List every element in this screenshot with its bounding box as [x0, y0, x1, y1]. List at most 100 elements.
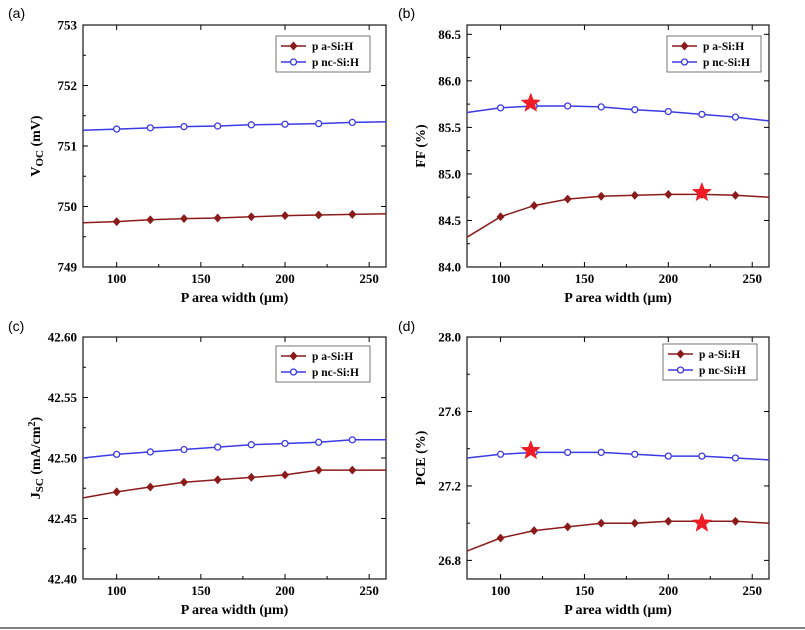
data-point-nc-si-b: [631, 106, 639, 114]
data-point-nc-si-a: [281, 120, 289, 128]
legend-label-a-si-b: p a-Si:H: [703, 41, 744, 53]
y-tick-label-a: 752: [58, 78, 78, 93]
legend-box-a: [275, 35, 371, 73]
panel-b: (b) 84.0 84.5 85.0 85.5 86.0 86.5 100 150 200 250 P…: [398, 5, 770, 306]
panel-c: (c) 42.40 42.45 42.50 42.55 42.60 100 150 200 250…: [8, 318, 387, 618]
legend-marker-a-si-c: [289, 351, 298, 361]
y-tick-label-b: 84.5: [438, 213, 461, 228]
data-point-a-si-d: [530, 526, 539, 536]
data-point-a-si-a: [179, 214, 189, 224]
panel-a: (a) 749 750 751 752 753 100 150 200 250 P area wid…: [8, 5, 387, 306]
data-point-a-si-c: [314, 465, 323, 475]
data-point-nc-si-c: [281, 439, 289, 448]
y-axis-label-c: JSC (mA/cm2): [27, 416, 46, 499]
y-axis-label-b: FF (%): [414, 124, 429, 168]
y-tick-label-d: 27.6: [438, 404, 461, 419]
panel-d: (d) 26.8 27.2 27.6 28.0 100 150 200 250 P area wi…: [398, 318, 770, 618]
series-line-a-si-a: [82, 213, 387, 224]
data-point-nc-si-a: [348, 118, 356, 127]
data-point-a-si-d: [664, 516, 673, 526]
x-tick-label-c: 150: [191, 583, 211, 598]
legend-marker-nc-si-d: [676, 366, 685, 374]
legend-marker-nc-si-b: [680, 58, 689, 66]
legend-label-nc-si-a: p nc-Si:H: [312, 57, 359, 69]
data-point-nc-si-c: [214, 443, 222, 451]
y-tick-label-b: 84.0: [438, 260, 461, 275]
data-point-nc-si-a: [180, 122, 188, 131]
data-point-a-si-d: [731, 516, 740, 526]
data-point-nc-si-d: [597, 448, 605, 457]
axes-frame-b: [466, 24, 770, 268]
x-tick-label-b: 200: [659, 271, 679, 286]
legend-c: p a-Si:H p nc-Si:H: [275, 345, 371, 383]
data-point-nc-si-b: [731, 113, 740, 121]
data-point-nc-si-c: [180, 445, 188, 454]
data-point-nc-si-a: [146, 124, 154, 132]
y-tick-label-a: 753: [58, 18, 78, 33]
legend-b: p a-Si:H p nc-Si:H: [666, 35, 762, 73]
legend-marker-nc-si-c: [289, 368, 298, 376]
data-point-a-si-d: [597, 518, 606, 528]
y-tick-label-d: 26.8: [438, 553, 461, 568]
x-tick-label-a: 200: [275, 271, 295, 286]
panel-letter-d: (d): [398, 318, 415, 334]
x-tick-label-a: 150: [191, 271, 211, 286]
y-tick-label-c: 42.50: [48, 451, 77, 466]
legend-a: p a-Si:H p nc-Si:H: [275, 35, 371, 73]
data-point-a-si-c: [348, 465, 357, 475]
x-tick-label-c: 100: [107, 583, 127, 598]
data-point-a-si-b: [597, 191, 606, 201]
data-point-nc-si-a: [247, 121, 255, 129]
highlight-star-b: [691, 181, 713, 202]
data-point-a-si-a: [314, 210, 323, 220]
y-tick-label-a: 749: [58, 260, 78, 275]
data-point-a-si-b: [731, 190, 740, 200]
data-point-nc-si-d: [664, 452, 672, 460]
y-tick-label-c: 42.55: [48, 390, 78, 405]
data-point-a-si-b: [496, 212, 505, 222]
data-point-a-si-b: [664, 189, 673, 199]
x-tick-label-c: 250: [359, 583, 379, 598]
legend-label-nc-si-d: p nc-Si:H: [699, 365, 746, 377]
y-tick-label-d: 28.0: [438, 330, 461, 345]
y-tick-label-c: 42.40: [48, 572, 77, 587]
highlight-star-b: [520, 92, 541, 112]
legend-marker-a-si-b: [680, 41, 689, 51]
data-point-nc-si-d: [496, 450, 505, 458]
data-point-nc-si-b: [597, 103, 605, 111]
x-tick-label-b: 100: [491, 271, 511, 286]
y-axis-label-d: PCE (%): [414, 430, 429, 485]
x-tick-label-d: 200: [659, 583, 679, 598]
data-point-a-si-c: [146, 482, 155, 492]
data-point-a-si-a: [146, 215, 155, 225]
series-line-nc-si-d: [466, 451, 770, 461]
data-point-nc-si-b: [496, 104, 505, 112]
data-point-a-si-a: [247, 212, 256, 222]
y-tick-label-a: 751: [58, 139, 78, 154]
y-tick-label-d: 27.2: [438, 478, 461, 493]
series-line-nc-si-c: [82, 439, 386, 459]
data-point-nc-si-a: [214, 122, 222, 130]
legend-label-a-si-a: p a-Si:H: [312, 41, 353, 53]
data-point-nc-si-c: [146, 448, 154, 456]
y-tick-label-b: 85.5: [438, 120, 461, 135]
x-tick-label-a: 250: [359, 271, 379, 286]
data-point-a-si-a: [112, 217, 121, 227]
data-point-a-si-b: [530, 201, 539, 211]
y-tick-label-b: 86.5: [438, 27, 461, 42]
y-tick-label-b: 85.0: [438, 166, 461, 181]
x-tick-label-c: 200: [275, 583, 295, 598]
y-tick-label-c: 42.45: [48, 511, 78, 526]
data-point-nc-si-c: [315, 438, 323, 446]
legend-label-nc-si-b: p nc-Si:H: [703, 57, 750, 69]
y-tick-label-a: 750: [58, 199, 78, 214]
highlight-star-d: [691, 512, 713, 532]
panel-letter-b: (b): [398, 5, 415, 21]
y-tick-label-c: 42.60: [48, 330, 77, 345]
legend-d: p a-Si:H p nc-Si:H: [662, 343, 758, 381]
data-point-a-si-b: [563, 194, 572, 204]
x-axis-label-a: P area width (μm): [181, 291, 289, 306]
data-point-a-si-c: [112, 487, 121, 497]
legend-label-a-si-c: p a-Si:H: [312, 351, 353, 363]
